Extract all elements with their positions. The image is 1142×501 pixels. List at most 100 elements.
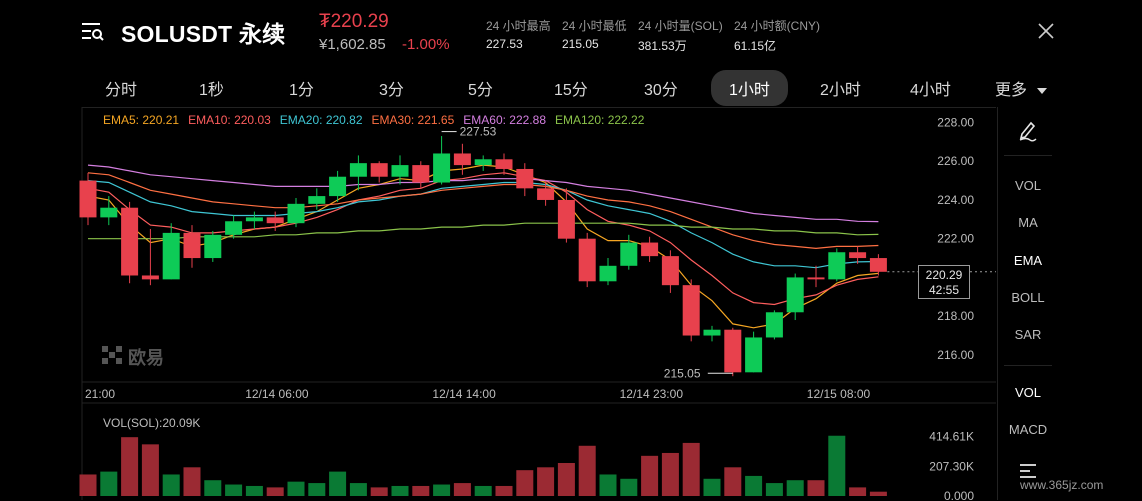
tab-5m[interactable]: 5分 (468, 82, 493, 99)
volume-bar (661, 452, 679, 496)
search-menu-icon[interactable] (82, 22, 104, 42)
time-tick-label: 12/14 06:00 (245, 387, 309, 401)
ema-legend: EMA5: 220.21 EMA10: 220.03 EMA20: 220.82 EM… (103, 113, 653, 127)
stat-value: 215.05 (562, 37, 599, 51)
tab-timeshare[interactable]: 分时 (105, 82, 138, 99)
tab-3m[interactable]: 3分 (379, 82, 404, 99)
tab-15m[interactable]: 15分 (554, 82, 588, 99)
candle-countdown: 42:55 (928, 283, 960, 297)
candle-body (807, 277, 825, 280)
indicator-boll[interactable]: BOLL (1011, 290, 1045, 305)
high-marker-label: 227.53 (460, 125, 497, 139)
volume-bar (141, 444, 159, 496)
volume-bar (765, 483, 783, 496)
price-tick-label: 222.00 (937, 232, 974, 246)
stat-24h-volume: 24 小时量(SOL) 381.53万 (638, 17, 723, 54)
okx-logo-icon (102, 346, 122, 364)
tab-30m[interactable]: 30分 (644, 82, 678, 99)
stat-label: 24 小时最高 (486, 19, 551, 33)
site-watermark: www.365jz.com (1020, 478, 1104, 492)
volume-tick-label: 414.61K (929, 430, 974, 444)
candle-body (620, 242, 638, 266)
symbol-title[interactable]: SOLUSDT 永续 (121, 21, 286, 47)
ema10-legend: EMA10: 220.03 (188, 113, 271, 127)
ema30-legend: EMA30: 221.65 (371, 113, 455, 127)
indicator-sar[interactable]: SAR (1014, 327, 1042, 342)
price-tick-label: 228.00 (937, 115, 974, 129)
volume-label: VOL(SOL):20.09K (103, 416, 201, 430)
volume-bar (79, 474, 97, 496)
volume-bar (183, 467, 201, 496)
candle-body (453, 153, 471, 166)
tab-1m[interactable]: 1分 (289, 82, 314, 99)
candle-body (849, 252, 867, 259)
panel-divider (1004, 365, 1052, 366)
tab-4h[interactable]: 4小时 (910, 82, 951, 99)
candle-body (100, 207, 118, 218)
chart-area[interactable] (82, 107, 996, 501)
indicator-ema[interactable]: EMA (1013, 253, 1043, 268)
tab-1s[interactable]: 1秒 (199, 82, 224, 99)
ema-line-ema20 (87, 180, 879, 269)
candle-body (121, 207, 139, 276)
volume-bar (474, 485, 492, 496)
volume-bar (578, 445, 596, 496)
current-price: 220.29 (925, 268, 963, 282)
volume-bar (370, 487, 388, 496)
ema-line-ema60 (87, 164, 879, 223)
ema-line-ema10 (87, 172, 879, 306)
volume-tick-label: 207.30K (929, 459, 974, 473)
candle-body (765, 312, 783, 338)
candle-body (349, 163, 367, 177)
volume-bar (245, 485, 263, 496)
settings-list-icon[interactable] (1018, 462, 1040, 480)
candle-body (162, 232, 180, 280)
volume-bar (453, 483, 471, 496)
candle-body (557, 199, 575, 239)
volume-bar (807, 480, 825, 496)
price-change: -1.00% (402, 36, 450, 53)
volume-bar (849, 487, 867, 496)
current-price-tag: 220.29 42:55 (918, 265, 970, 299)
indicator-vol-sub[interactable]: VOL (1014, 385, 1041, 400)
volume-bar (433, 484, 451, 496)
ema60-legend: EMA60: 222.88 (463, 113, 546, 127)
candle-body (537, 188, 555, 200)
tab-2h[interactable]: 2小时 (820, 82, 861, 99)
stat-label: 24 小时最低 (562, 19, 627, 33)
candle-body (308, 196, 326, 204)
price-tick-label: 224.00 (937, 193, 974, 207)
volume-tick-label: 0.000 (944, 489, 974, 500)
candle-body (745, 337, 763, 373)
ema5-legend: EMA5: 220.21 (103, 113, 180, 127)
volume-bar (724, 467, 742, 496)
time-tick-label: 12/15 08:00 (807, 387, 871, 401)
draw-pen-icon[interactable] (1018, 120, 1038, 142)
stat-24h-turnover: 24 小时额(CNY) 61.15亿 (734, 17, 820, 54)
more-timeframes-button[interactable]: 更多 (995, 76, 1048, 100)
candle-body (287, 203, 305, 224)
indicator-macd[interactable]: MACD (1008, 422, 1048, 437)
volume-bar (308, 483, 326, 496)
tab-1h[interactable]: 1小时 (711, 70, 788, 106)
stat-24h-low: 24 小时最低 215.05 (562, 17, 627, 51)
indicator-vol-main[interactable]: VOL (1014, 178, 1041, 193)
volume-bar (786, 480, 804, 496)
volume-bar (412, 485, 430, 496)
volume-bar (287, 481, 305, 496)
volume-bar (828, 435, 846, 496)
candle-body (578, 238, 596, 282)
indicator-panel (997, 107, 1062, 500)
candle-body (433, 153, 451, 183)
indicator-ma[interactable]: MA (1018, 215, 1038, 230)
candle-body (474, 159, 492, 166)
volume-bar (557, 463, 575, 496)
candle-body (641, 242, 659, 257)
candle-body (245, 217, 263, 222)
close-icon[interactable] (1037, 22, 1055, 40)
time-tick-label: 21:00 (85, 387, 115, 401)
stat-label: 24 小时量(SOL) (638, 19, 723, 33)
stat-value: 227.53 (486, 37, 523, 51)
candle-body (869, 258, 887, 272)
